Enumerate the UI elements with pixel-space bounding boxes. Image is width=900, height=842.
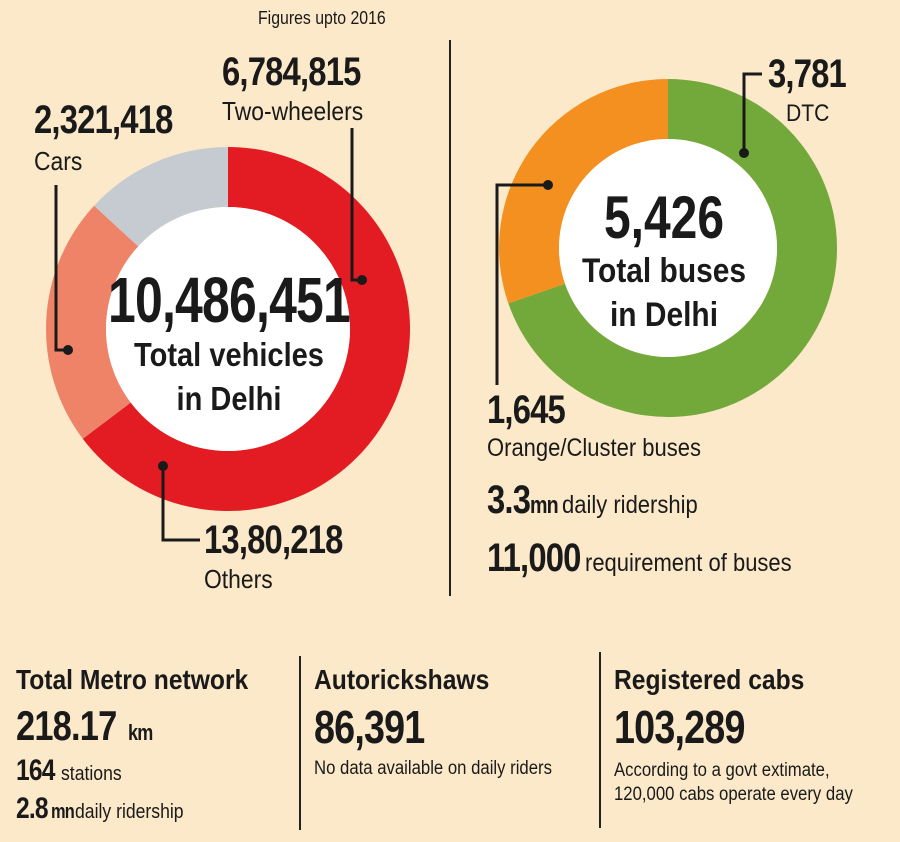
two-wheelers-leader-dot bbox=[357, 275, 367, 285]
figures-note: Figures upto 2016 bbox=[258, 8, 386, 28]
two-wheelers-label: Two-wheelers bbox=[222, 96, 364, 126]
bus-ridership-label: daily ridership bbox=[561, 491, 698, 519]
metro-stations-label: stations bbox=[61, 763, 122, 785]
bus-ridership-value: 3.3 bbox=[487, 478, 531, 522]
metro-length-row: 218.17 km bbox=[16, 702, 158, 750]
autos-title: Autorickshaws bbox=[314, 664, 490, 695]
metro-ridership-value: 2.8 bbox=[16, 792, 49, 825]
total-buses-label-line2: in Delhi bbox=[609, 296, 719, 334]
vehicles-center-circle bbox=[106, 207, 350, 451]
metro-stations-value: 164 bbox=[16, 754, 55, 787]
buses-donut bbox=[499, 79, 837, 418]
bus-ridership-row: 3.3mn daily ridership bbox=[487, 478, 716, 523]
vehicles-slice-others bbox=[94, 147, 228, 247]
metro-ridership-row: 2.8 mndaily ridership bbox=[16, 792, 198, 826]
metro-ridership-label: daily ridership bbox=[74, 801, 184, 823]
total-vehicles-value: 10,486,451 bbox=[107, 264, 351, 336]
metro-length-unit: km bbox=[128, 720, 153, 745]
cabs-value: 103,289 bbox=[614, 701, 745, 753]
cars-leader-dot bbox=[63, 345, 73, 355]
cluster-leader-line bbox=[495, 183, 546, 385]
bus-requirement-row: 11,000 requirement of buses bbox=[487, 536, 820, 581]
cabs-note-line2: 120,000 cabs operate every day bbox=[614, 784, 853, 805]
others-leader-dot bbox=[158, 461, 168, 471]
dtc-leader-line bbox=[742, 72, 762, 152]
cluster-value: 1,645 bbox=[487, 388, 566, 432]
bus-ridership-unit: mn bbox=[529, 492, 559, 519]
vehicles-donut bbox=[46, 147, 410, 511]
buses-center-circle bbox=[559, 139, 777, 357]
buses-slice-orange-cluster-buses bbox=[499, 79, 668, 304]
bus-requirement-label: requirement of buses bbox=[585, 549, 792, 577]
cluster-leader-dot bbox=[543, 180, 553, 190]
dtc-label: DTC bbox=[786, 100, 830, 127]
total-vehicles-label-line2: in Delhi bbox=[176, 380, 282, 417]
cluster-label: Orange/Cluster buses bbox=[487, 434, 702, 462]
two-wheelers-value: 6,784,815 bbox=[222, 50, 361, 94]
divider-top bbox=[449, 40, 451, 596]
divider-bottom-1 bbox=[299, 656, 301, 830]
cabs-note-line1: According to a govt extimate, bbox=[614, 760, 830, 781]
metro-title: Total Metro network bbox=[16, 664, 249, 695]
buses-slice-dtc bbox=[508, 79, 837, 418]
bus-requirement-value: 11,000 bbox=[487, 536, 581, 580]
others-value: 13,80,218 bbox=[204, 518, 343, 562]
metro-ridership-unit: mn bbox=[50, 801, 75, 823]
others-leader-line bbox=[161, 466, 200, 542]
metro-stations-row: 164 stations bbox=[16, 754, 130, 788]
others-label: Others bbox=[204, 564, 273, 594]
cars-value: 2,321,418 bbox=[34, 98, 173, 142]
autos-note: No data available on daily riders bbox=[314, 758, 552, 779]
dtc-value: 3,781 bbox=[768, 52, 847, 96]
autos-value: 86,391 bbox=[314, 701, 425, 753]
vehicles-slice-two-wheelers bbox=[82, 147, 410, 511]
vehicles-slice-cars bbox=[46, 205, 139, 439]
total-vehicles-label-line1: Total vehicles bbox=[134, 336, 324, 373]
divider-bottom-2 bbox=[599, 652, 601, 828]
total-buses-label-line1: Total buses bbox=[581, 252, 747, 290]
dtc-leader-dot bbox=[739, 148, 749, 158]
metro-length-value: 218.17 bbox=[16, 702, 117, 749]
cars-label: Cars bbox=[34, 146, 83, 176]
total-buses-value: 5,426 bbox=[603, 184, 725, 251]
cars-leader-line bbox=[54, 185, 66, 352]
cabs-title: Registered cabs bbox=[614, 664, 805, 695]
